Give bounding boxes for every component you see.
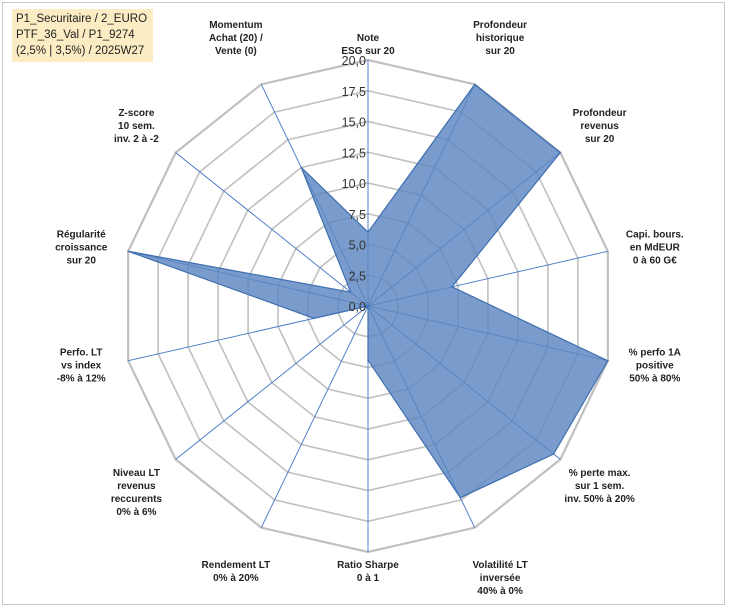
- axis-label: Momentum Achat (20) / Vente (0): [209, 20, 263, 57]
- tick-label: 10,0: [342, 177, 366, 191]
- tick-label: 5,0: [349, 239, 366, 253]
- data-point: [559, 151, 562, 154]
- data-point: [313, 317, 315, 320]
- data-point: [349, 291, 352, 293]
- tick-label: 0,0: [349, 300, 366, 314]
- tick-label: 12,5: [342, 146, 366, 160]
- axis-label: Perfo. LT vs index -8% à 12%: [57, 348, 106, 385]
- info-line-2: PTF_36_Val / P1_9274: [16, 29, 135, 41]
- axis-label: Régularité croissance sur 20: [55, 229, 108, 266]
- axis-label: Volatilité LT inversée 40% à 0%: [473, 560, 528, 597]
- data-point: [367, 231, 369, 233]
- data-point: [459, 496, 462, 499]
- axis-label: Rendement LT 0% à 20%: [202, 560, 271, 584]
- data-point: [607, 359, 609, 362]
- radar-series: [127, 83, 609, 499]
- axis-label: Capi. bours. en MdEUR 0 à 60 G€: [626, 229, 684, 266]
- data-point: [367, 305, 369, 307]
- tick-label: 15,0: [342, 116, 366, 130]
- tick-label: 7,5: [349, 208, 366, 222]
- axis-label: % perfo 1A positive 50% à 80%: [629, 348, 681, 385]
- portfolio-info-box: P1_Securitaire / 2_EURO PTF_36_Val / P1_…: [12, 9, 154, 62]
- axis-label: % perte max. sur 1 sem. inv. 50% à 20%: [564, 468, 635, 505]
- data-point: [300, 166, 303, 169]
- axis-spoke-overlay: [260, 305, 369, 528]
- tick-label: 17,5: [342, 85, 366, 99]
- axis-label: Niveau LT revenus reccurents 0% à 6%: [111, 468, 163, 518]
- series-area: [127, 83, 609, 499]
- axis-label: Profondeur historique sur 20: [473, 20, 527, 57]
- data-point: [127, 250, 129, 253]
- axis-label: Profondeur revenus sur 20: [573, 108, 627, 145]
- info-line-1: P1_Securitaire / 2_EURO: [16, 13, 148, 25]
- axis-label: Z-score 10 sem. inv. 2 à -2: [114, 108, 159, 145]
- axis-spoke-overlay: [175, 152, 369, 307]
- data-point: [473, 83, 476, 86]
- radar-tick-labels: 0,0 2,5 5,0 7,5 10,0 12,5 15,0 17,5 20,0: [342, 54, 366, 314]
- data-point: [552, 453, 555, 455]
- axis-label: Note ESG sur 20: [341, 33, 395, 57]
- data-point: [451, 286, 453, 288]
- info-line-3: (2,5% | 3,5%) / 2025W27: [16, 45, 145, 57]
- tick-label: 20,0: [342, 54, 366, 68]
- radar-axis-labels: Note ESG sur 20 Profondeur historique sur 20…: [55, 20, 684, 597]
- axis-spoke-overlay: [175, 305, 369, 460]
- tick-label: 2,5: [349, 269, 366, 283]
- data-point: [367, 359, 369, 361]
- axis-label: Ratio Sharpe 0 à 1: [337, 560, 399, 584]
